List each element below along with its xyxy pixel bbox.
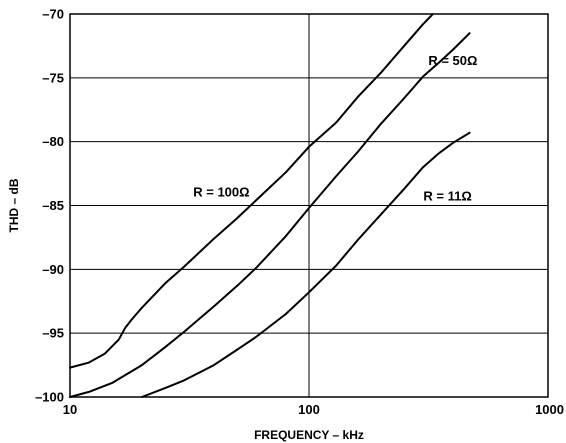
y-tick-label: –95 bbox=[42, 326, 64, 341]
y-tick-label: –75 bbox=[42, 70, 64, 85]
y-tick-label: –70 bbox=[42, 7, 64, 22]
y-axis-title: THD – dB bbox=[7, 178, 21, 232]
series-line-r-50-ohm bbox=[69, 32, 471, 398]
x-tick-label: 1000 bbox=[535, 402, 564, 417]
y-tick-label: –90 bbox=[42, 262, 64, 277]
x-tick-label: 10 bbox=[63, 402, 77, 417]
x-tick-label: 100 bbox=[298, 402, 320, 417]
y-tick-label: –85 bbox=[42, 198, 64, 213]
series-label: R = 100Ω bbox=[193, 185, 249, 200]
series-line-r-11-ohm bbox=[140, 131, 471, 398]
series-lines bbox=[69, 13, 471, 398]
grid-lines bbox=[70, 14, 548, 397]
series-annotations: R = 100Ω R = 50Ω R = 11Ω bbox=[193, 53, 477, 203]
y-tick-labels: –100 –95 –90 –85 –80 –75 –70 bbox=[35, 7, 64, 405]
y-tick-label: –80 bbox=[42, 134, 64, 149]
x-axis-title: FREQUENCY – kHz bbox=[254, 428, 364, 442]
series-line-r-100-ohm bbox=[69, 13, 434, 369]
x-tick-labels: 10 100 1000 bbox=[63, 402, 564, 417]
y-tick-label: –100 bbox=[35, 390, 64, 405]
series-label: R = 11Ω bbox=[423, 188, 471, 203]
series-label: R = 50Ω bbox=[428, 53, 477, 68]
plot-frame bbox=[69, 13, 549, 398]
